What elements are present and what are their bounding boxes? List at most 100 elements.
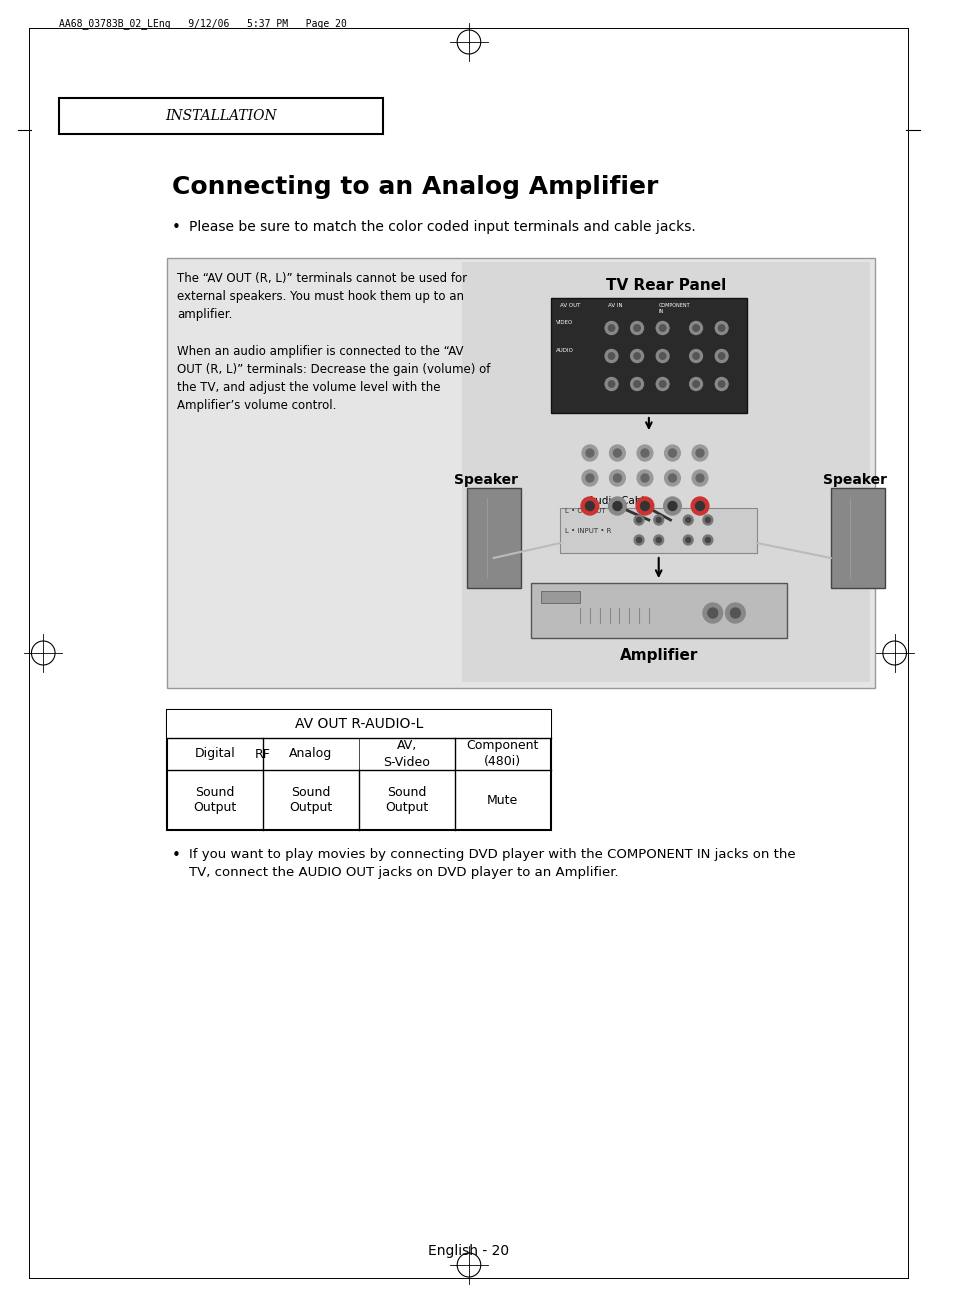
Circle shape	[663, 498, 680, 515]
Circle shape	[695, 502, 703, 511]
Circle shape	[639, 502, 649, 511]
Circle shape	[692, 381, 699, 388]
Circle shape	[633, 381, 639, 388]
Circle shape	[633, 325, 639, 332]
Circle shape	[718, 353, 724, 359]
Text: L • INPUT • R: L • INPUT • R	[565, 528, 611, 534]
Circle shape	[656, 321, 668, 334]
Text: AV IN: AV IN	[607, 303, 621, 308]
Circle shape	[604, 377, 618, 390]
Circle shape	[692, 445, 707, 461]
Circle shape	[608, 325, 614, 332]
Text: •: •	[172, 219, 181, 235]
Circle shape	[682, 535, 693, 545]
Bar	[167, 710, 550, 738]
Circle shape	[659, 353, 665, 359]
Circle shape	[668, 449, 676, 457]
Text: English - 20: English - 20	[428, 1245, 509, 1258]
Circle shape	[659, 325, 665, 332]
Circle shape	[637, 445, 652, 461]
Bar	[467, 488, 520, 588]
Circle shape	[636, 498, 653, 515]
Text: TV Rear Panel: TV Rear Panel	[605, 278, 725, 293]
Circle shape	[613, 474, 620, 482]
Circle shape	[585, 502, 594, 511]
Text: Sound
Output: Sound Output	[193, 785, 236, 815]
Circle shape	[608, 381, 614, 388]
Bar	[461, 263, 869, 682]
Bar	[540, 592, 579, 603]
Circle shape	[704, 517, 710, 522]
Circle shape	[630, 377, 642, 390]
Circle shape	[690, 498, 708, 515]
Circle shape	[667, 502, 677, 511]
Circle shape	[633, 353, 639, 359]
Circle shape	[581, 470, 598, 486]
Circle shape	[653, 515, 663, 525]
Circle shape	[580, 498, 598, 515]
Text: •: •	[172, 848, 181, 863]
Circle shape	[636, 538, 640, 542]
Bar	[530, 582, 785, 639]
Circle shape	[689, 321, 701, 334]
Text: Connecting to an Analog Amplifier: Connecting to an Analog Amplifier	[172, 175, 658, 199]
Circle shape	[656, 350, 668, 363]
Bar	[167, 259, 874, 688]
Text: Digital: Digital	[194, 747, 235, 760]
Circle shape	[636, 517, 640, 522]
Text: Mute: Mute	[486, 794, 517, 807]
Text: AUDIO: AUDIO	[555, 347, 573, 353]
Text: RF: RF	[254, 747, 271, 760]
Circle shape	[692, 470, 707, 486]
Circle shape	[715, 321, 727, 334]
Circle shape	[664, 470, 679, 486]
Text: Analog: Analog	[289, 747, 333, 760]
Bar	[559, 508, 757, 552]
Circle shape	[689, 350, 701, 363]
Circle shape	[659, 381, 665, 388]
Text: VIDEO: VIDEO	[555, 320, 572, 325]
Circle shape	[682, 515, 693, 525]
Circle shape	[707, 609, 717, 618]
Circle shape	[668, 474, 676, 482]
Text: When an audio amplifier is connected to the “AV
OUT (R, L)” terminals: Decrease : When an audio amplifier is connected to …	[176, 345, 490, 411]
Text: Sound
Output: Sound Output	[289, 785, 333, 815]
Text: Speaker: Speaker	[454, 473, 517, 487]
Circle shape	[630, 321, 642, 334]
Circle shape	[656, 377, 668, 390]
Circle shape	[640, 449, 648, 457]
Circle shape	[637, 470, 652, 486]
Circle shape	[725, 603, 744, 623]
Text: The “AV OUT (R, L)” terminals cannot be used for
external speakers. You must hoo: The “AV OUT (R, L)” terminals cannot be …	[176, 272, 467, 321]
Circle shape	[718, 381, 724, 388]
Circle shape	[604, 321, 618, 334]
Circle shape	[656, 517, 660, 522]
Circle shape	[613, 502, 621, 511]
Text: AV,
S-Video: AV, S-Video	[383, 739, 430, 768]
Circle shape	[609, 470, 624, 486]
Circle shape	[608, 498, 625, 515]
Circle shape	[715, 350, 727, 363]
Text: AA68_03783B_02_LEng   9/12/06   5:37 PM   Page 20: AA68_03783B_02_LEng 9/12/06 5:37 PM Page…	[59, 18, 347, 29]
Text: Speaker: Speaker	[822, 473, 886, 487]
Circle shape	[609, 445, 624, 461]
Circle shape	[692, 325, 699, 332]
Bar	[167, 710, 550, 831]
Circle shape	[656, 538, 660, 542]
Circle shape	[653, 535, 663, 545]
Text: COMPONENT
IN: COMPONENT IN	[658, 303, 690, 313]
Circle shape	[685, 538, 690, 542]
Circle shape	[704, 538, 710, 542]
Circle shape	[634, 515, 643, 525]
Circle shape	[664, 445, 679, 461]
Bar	[830, 488, 883, 588]
Circle shape	[730, 609, 740, 618]
Circle shape	[634, 535, 643, 545]
Bar	[550, 298, 746, 413]
Circle shape	[608, 353, 614, 359]
Circle shape	[702, 603, 721, 623]
Text: Component
(480i): Component (480i)	[466, 739, 538, 768]
Bar	[59, 98, 383, 135]
Circle shape	[718, 325, 724, 332]
Circle shape	[689, 377, 701, 390]
